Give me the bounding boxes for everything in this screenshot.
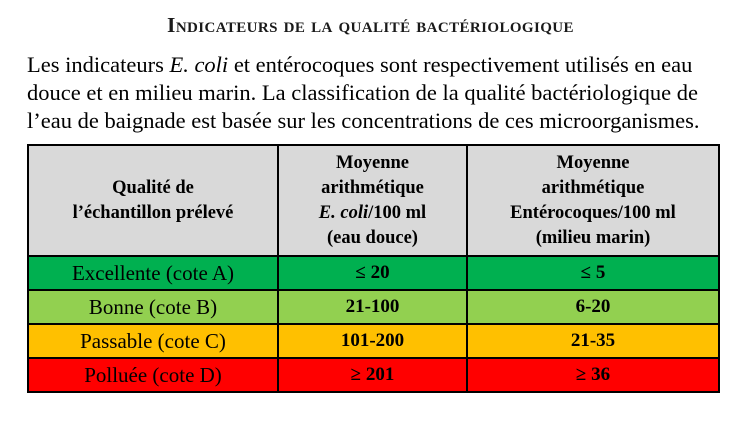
row-label: Excellente (cote A)	[27, 255, 279, 291]
header-entero-line4: (milieu marin)	[535, 227, 651, 248]
quality-table: Qualité de l’échantillon prélevé Moyenne…	[27, 144, 720, 393]
header-ecoli-line2: arithmétique	[321, 177, 424, 198]
header-ecoli-line1: Moyenne	[336, 152, 409, 173]
ecoli-value: 101-200	[277, 323, 468, 359]
header-enterocoques: Moyenne arithmétique Entérocoques/100 ml…	[466, 144, 720, 257]
row-label: Polluée (cote D)	[27, 357, 279, 393]
row-label: Bonne (cote B)	[27, 289, 279, 325]
header-ecoli-unit: /100 ml	[368, 202, 427, 223]
enterocoques-value: ≥ 36	[466, 357, 720, 393]
header-quality-line2: l’échantillon prélevé	[72, 202, 234, 223]
ecoli-value: 21-100	[277, 289, 468, 325]
table-header-row: Qualité de l’échantillon prélevé Moyenne…	[27, 144, 720, 257]
header-ecoli-italic: E. coli	[318, 202, 369, 223]
intro-ecoli-italic: E. coli	[169, 52, 229, 77]
row-label: Passable (cote C)	[27, 323, 279, 359]
enterocoques-value: 21-35	[466, 323, 720, 359]
intro-text-start: Les indicateurs	[27, 52, 170, 77]
header-ecoli: Moyenne arithmétique E. coli/100 ml (eau…	[277, 144, 468, 257]
ecoli-value: ≥ 201	[277, 357, 468, 393]
intro-text-end: et entérocoques sont respectivement util…	[27, 52, 700, 133]
intro-paragraph: Les indicateurs E. coli et entérocoques …	[27, 51, 717, 135]
header-quality-line1: Qualité de	[112, 177, 194, 198]
enterocoques-value: 6-20	[466, 289, 720, 325]
table-row-passable: Passable (cote C) 101-200 21-35	[27, 323, 720, 359]
header-quality: Qualité de l’échantillon prélevé	[27, 144, 279, 257]
header-entero-line1: Moyenne	[556, 152, 630, 173]
header-entero-line2: arithmétique	[541, 177, 645, 198]
enterocoques-value: ≤ 5	[466, 255, 720, 291]
table-row-polluee: Polluée (cote D) ≥ 201 ≥ 36	[27, 357, 720, 393]
header-entero-line3: Entérocoques/100 ml	[510, 202, 676, 223]
table-row-bonne: Bonne (cote B) 21-100 6-20	[27, 289, 720, 325]
header-ecoli-line4: (eau douce)	[327, 227, 418, 248]
ecoli-value: ≤ 20	[277, 255, 468, 291]
table-row-excellente: Excellente (cote A) ≤ 20 ≤ 5	[27, 255, 720, 291]
page-title: Indicateurs de la qualité bactériologiqu…	[167, 13, 574, 37]
